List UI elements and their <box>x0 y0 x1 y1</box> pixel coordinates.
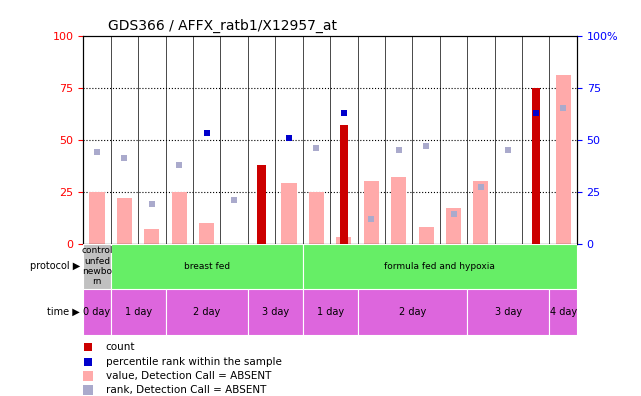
Bar <box>446 208 461 244</box>
Text: value, Detection Call = ABSENT: value, Detection Call = ABSENT <box>106 371 271 381</box>
Text: 3 day: 3 day <box>262 307 289 317</box>
Bar <box>199 223 214 244</box>
Bar <box>337 237 351 244</box>
Bar <box>144 229 160 244</box>
Text: 0 day: 0 day <box>83 307 111 317</box>
Text: 1 day: 1 day <box>124 307 152 317</box>
Text: percentile rank within the sample: percentile rank within the sample <box>106 356 281 367</box>
Text: 1 day: 1 day <box>317 307 344 317</box>
Bar <box>303 289 358 335</box>
Text: 2 day: 2 day <box>399 307 426 317</box>
Bar <box>83 244 111 289</box>
Bar <box>549 289 577 335</box>
Bar <box>165 289 248 335</box>
Bar <box>172 192 187 244</box>
Bar <box>556 75 570 244</box>
Text: breast fed: breast fed <box>184 262 229 271</box>
Bar <box>281 183 297 244</box>
Text: 4 day: 4 day <box>549 307 577 317</box>
Text: count: count <box>106 342 135 352</box>
Text: 2 day: 2 day <box>193 307 221 317</box>
Bar <box>90 192 104 244</box>
Bar <box>391 177 406 244</box>
Bar <box>111 244 303 289</box>
Bar <box>467 289 549 335</box>
Bar <box>117 198 132 244</box>
Bar <box>363 181 379 244</box>
Bar <box>111 289 165 335</box>
Bar <box>358 289 467 335</box>
Bar <box>309 192 324 244</box>
Bar <box>474 181 488 244</box>
Bar <box>531 88 540 244</box>
Bar <box>83 289 111 335</box>
Bar <box>340 125 348 244</box>
Text: GDS366 / AFFX_ratb1/X12957_at: GDS366 / AFFX_ratb1/X12957_at <box>108 19 337 33</box>
Text: rank, Detection Call = ABSENT: rank, Detection Call = ABSENT <box>106 385 266 395</box>
Bar <box>419 227 433 244</box>
Bar <box>303 244 577 289</box>
Bar <box>248 289 303 335</box>
Text: formula fed and hypoxia: formula fed and hypoxia <box>385 262 495 271</box>
Text: control
unfed
newbo
rn: control unfed newbo rn <box>81 246 113 286</box>
Text: protocol ▶: protocol ▶ <box>30 261 80 271</box>
Bar <box>258 164 265 244</box>
Text: 3 day: 3 day <box>495 307 522 317</box>
Text: time ▶: time ▶ <box>47 307 80 317</box>
